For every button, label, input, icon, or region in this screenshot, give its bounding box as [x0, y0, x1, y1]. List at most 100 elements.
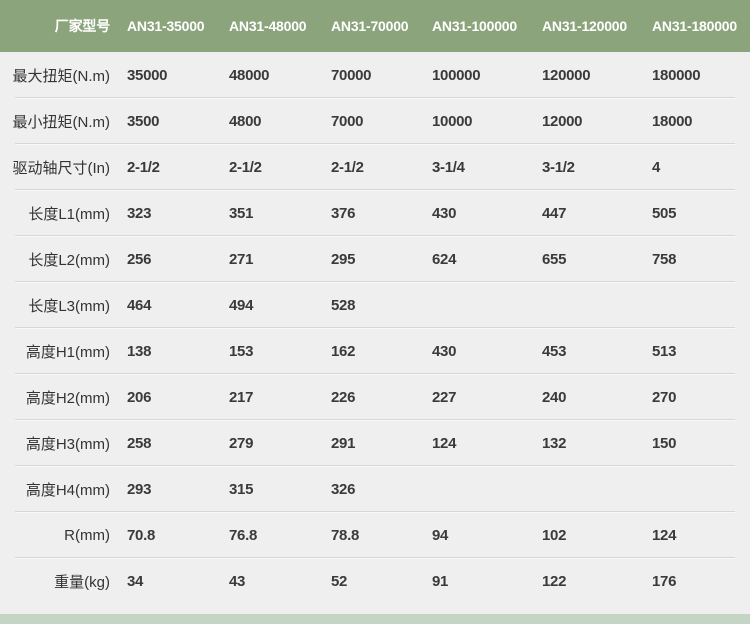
cell-value: 226 — [331, 388, 356, 406]
cell-value: 43 — [229, 572, 246, 590]
cell-value: 351 — [229, 204, 254, 222]
row-label: 高度H3(mm) — [25, 435, 110, 453]
cell-value: 655 — [542, 250, 567, 268]
table-row: 高度H2(mm) 206 217 226 227 240 270 — [0, 374, 750, 420]
cell-value: 102 — [542, 526, 567, 544]
cell-value: 271 — [229, 250, 254, 268]
cell-value: 122 — [542, 572, 567, 590]
cell-value: 256 — [127, 250, 152, 268]
row-label: 驱动轴尺寸(In) — [12, 159, 110, 177]
cell-value: 124 — [432, 434, 457, 452]
table-row: 高度H3(mm) 258 279 291 124 132 150 — [0, 420, 750, 466]
cell-value: 180000 — [652, 66, 701, 84]
row-label: 高度H1(mm) — [25, 343, 110, 361]
table-row: 长度L2(mm) 256 271 295 624 655 758 — [0, 236, 750, 282]
cell-value: 430 — [432, 342, 457, 360]
cell-value: 258 — [127, 434, 152, 452]
cell-value: 513 — [652, 342, 677, 360]
table-row: 高度H1(mm) 138 153 162 430 453 513 — [0, 328, 750, 374]
cell-value: 323 — [127, 204, 152, 222]
cell-value: 7000 — [331, 112, 364, 130]
cell-value: 3-1/4 — [432, 158, 465, 176]
cell-value: 70000 — [331, 66, 372, 84]
row-label: 高度H4(mm) — [25, 481, 110, 499]
table-row: 长度L1(mm) 323 351 376 430 447 505 — [0, 190, 750, 236]
header-row-label: 厂家型号 — [54, 18, 110, 34]
cell-value: 3500 — [127, 112, 160, 130]
cell-value: 10000 — [432, 112, 473, 130]
column-header: AN31-48000 — [229, 18, 307, 34]
cell-value: 100000 — [432, 66, 481, 84]
row-label: 最大扭矩(N.m) — [12, 67, 111, 85]
cell-value: 376 — [331, 204, 356, 222]
cell-value: 18000 — [652, 112, 693, 130]
cell-value: 176 — [652, 572, 677, 590]
cell-value: 494 — [229, 296, 254, 314]
cell-value: 3-1/2 — [542, 158, 575, 176]
table-row: 最小扭矩(N.m) 3500 4800 7000 10000 12000 18000 — [0, 98, 750, 144]
cell-value: 464 — [127, 296, 152, 314]
cell-value: 132 — [542, 434, 567, 452]
cell-value: 270 — [652, 388, 677, 406]
row-label: 高度H2(mm) — [25, 389, 110, 407]
cell-value: 120000 — [542, 66, 591, 84]
cell-value: 4 — [652, 158, 661, 176]
table-header-row: 厂家型号 AN31-35000 AN31-48000 AN31-70000 AN31-… — [0, 0, 750, 52]
column-header: AN31-70000 — [331, 18, 409, 34]
cell-value: 217 — [229, 388, 254, 406]
row-label: 重量(kg) — [54, 573, 110, 591]
cell-value: 528 — [331, 296, 356, 314]
table-row: 重量(kg) 34 43 52 91 122 176 — [0, 558, 750, 604]
cell-value: 162 — [331, 342, 356, 360]
cell-value: 624 — [432, 250, 457, 268]
cell-value: 758 — [652, 250, 677, 268]
cell-value: 206 — [127, 388, 152, 406]
cell-value: 430 — [432, 204, 457, 222]
cell-value: 326 — [331, 480, 356, 498]
cell-value: 34 — [127, 572, 144, 590]
cell-value: 70.8 — [127, 526, 155, 544]
cell-value: 2-1/2 — [127, 158, 160, 176]
row-label: 长度L2(mm) — [28, 251, 110, 269]
cell-value: 153 — [229, 342, 254, 360]
table-row: 最大扭矩(N.m) 35000 48000 70000 100000 120000 1800… — [0, 52, 750, 98]
cell-value: 91 — [432, 572, 449, 590]
cell-value: 150 — [652, 434, 677, 452]
cell-value: 447 — [542, 204, 567, 222]
cell-value: 293 — [127, 480, 152, 498]
cell-value: 315 — [229, 480, 254, 498]
cell-value: 227 — [432, 388, 457, 406]
cell-value: 291 — [331, 434, 356, 452]
table-body: 最大扭矩(N.m) 35000 48000 70000 100000 120000 1800… — [0, 52, 750, 604]
row-label: R(mm) — [64, 526, 110, 544]
cell-value: 138 — [127, 342, 152, 360]
table-row: 长度L3(mm) 464 494 528 — [0, 282, 750, 328]
footer-strip — [0, 614, 750, 624]
cell-value: 52 — [331, 572, 348, 590]
cell-value: 94 — [432, 526, 449, 544]
cell-value: 2-1/2 — [229, 158, 262, 176]
column-header: AN31-100000 — [432, 18, 517, 34]
column-header: AN31-120000 — [542, 18, 627, 34]
cell-value: 12000 — [542, 112, 583, 130]
row-label: 长度L3(mm) — [28, 297, 110, 315]
table-row: 高度H4(mm) 293 315 326 — [0, 466, 750, 512]
row-label: 最小扭矩(N.m) — [12, 113, 111, 131]
cell-value: 240 — [542, 388, 567, 406]
cell-value: 78.8 — [331, 526, 359, 544]
cell-value: 4800 — [229, 112, 262, 130]
cell-value: 295 — [331, 250, 356, 268]
cell-value: 453 — [542, 342, 567, 360]
table-row: R(mm) 70.8 76.8 78.8 94 102 124 — [0, 512, 750, 558]
cell-value: 2-1/2 — [331, 158, 364, 176]
column-header: AN31-180000 — [652, 18, 737, 34]
cell-value: 48000 — [229, 66, 270, 84]
cell-value: 279 — [229, 434, 254, 452]
table-row: 驱动轴尺寸(In) 2-1/2 2-1/2 2-1/2 3-1/4 3-1/2 4 — [0, 144, 750, 190]
column-header: AN31-35000 — [127, 18, 205, 34]
cell-value: 124 — [652, 526, 677, 544]
cell-value: 505 — [652, 204, 677, 222]
row-label: 长度L1(mm) — [28, 205, 110, 223]
cell-value: 35000 — [127, 66, 168, 84]
